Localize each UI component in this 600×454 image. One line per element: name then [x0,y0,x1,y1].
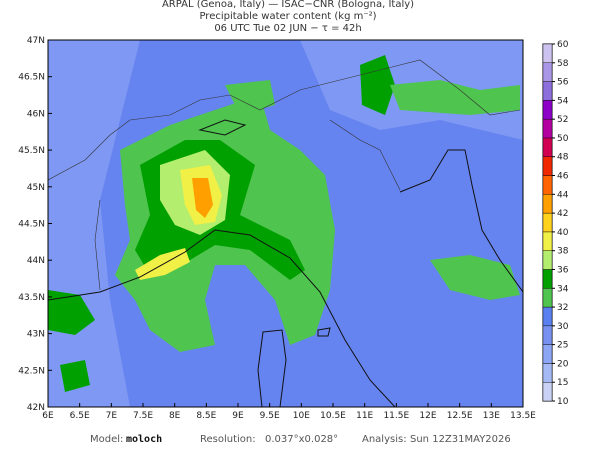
y-tick-label: 46.5N [18,73,45,83]
colorbar-swatch [542,306,553,327]
colorbar-label: 52 [557,115,568,125]
colorbar-label: 44 [557,190,569,200]
y-tick-label: 42N [27,403,45,413]
field [48,40,523,407]
x-tick-label: 9E [232,411,244,421]
colorbar-swatch [542,344,553,364]
x-tick-label: 13.5E [510,411,536,421]
field-area [225,80,275,115]
x-tick-label: 9.5E [260,411,280,421]
colorbar-label: 48 [557,153,569,163]
colorbar-swatch [542,175,553,195]
footer-value: Sun 12Z31MAY2026 [410,434,511,445]
coastline [48,119,523,407]
colorbar-swatch [542,250,553,270]
colorbar-swatch [542,363,553,383]
x-tick-label: 12E [419,411,436,421]
colorbar-label: 54 [557,96,569,106]
y-tick-label: 43N [27,330,45,340]
colorbar-swatch [542,382,553,402]
footer-label: Resolution: [200,434,256,445]
x-tick-label: 8.5E [196,411,216,421]
colorbar-label: 10 [557,397,569,407]
field-area [360,55,395,115]
colorbar-label: 50 [557,134,569,144]
field-area [60,360,90,392]
y-tick-label: 44N [27,256,45,266]
x-tick-label: 7E [106,411,118,421]
colorbar-swatch [542,100,553,120]
colorbar-label: 34 [557,284,569,294]
colorbar-swatch [542,43,553,63]
colorbar-label: 20 [557,359,569,369]
colorbar-label: 30 [557,322,569,332]
x-tick-label: 11E [356,411,373,421]
colorbar-label: 42 [557,209,568,219]
field-area [430,255,520,300]
x-tick-label: 11.5E [383,411,409,421]
y-tick-label: 44.5N [18,220,45,230]
x-tick-label: 8E [169,411,181,421]
footer-value: moloch [126,434,162,445]
colorbar-swatch [542,194,553,214]
y-tick-label: 46N [27,109,45,119]
x-tick-label: 12.5E [447,411,473,421]
colorbar-swatch [542,231,553,251]
colorbar-label: 58 [557,59,569,69]
colorbar-swatch [542,156,553,176]
colorbar-swatch [542,288,553,308]
header-line: ARPAL (Genoa, Italy) — ISAC−CNR (Bologna… [162,0,414,10]
x-tick-label: 13E [483,411,500,421]
colorbar-swatch [542,212,553,233]
border [48,59,521,291]
y-tick-label: 45.5N [18,146,45,156]
x-tick-label: 10.5E [320,411,346,421]
colorbar-swatch [542,325,553,345]
header-line: Precipitable water content (kg m⁻²) [199,11,376,22]
colorbar-label: 25 [557,341,568,351]
field-area [48,290,95,335]
y-tick-label: 47N [27,36,45,46]
colorbar-label: 40 [557,228,569,238]
colorbar-swatch [542,81,553,101]
field-area [192,178,213,218]
colorbar-swatch [542,137,553,157]
colorbar-label: 38 [557,247,569,257]
footer-value: 0.037°x0.028° [265,434,338,445]
y-tick-label: 43.5N [18,293,45,303]
colorbar-label: 32 [557,303,568,313]
colorbar-swatch [542,118,553,139]
colorbar-label: 15 [557,378,568,388]
colorbar-label: 36 [557,265,569,275]
x-tick-label: 6E [42,411,54,421]
x-tick-label: 7.5E [133,411,153,421]
y-tick-label: 45N [27,183,45,193]
colorbar-label: 46 [557,172,569,182]
y-tick-label: 42.5N [18,366,45,376]
colorbar-label: 56 [557,78,569,88]
field-area [390,80,520,115]
colorbar-label: 60 [557,40,569,50]
footer-label: Model: [90,434,123,445]
x-tick-label: 10E [293,411,310,421]
colorbar-swatch [542,62,553,82]
x-tick-label: 6.5E [70,411,90,421]
footer-label: Analysis: [362,434,407,445]
header-line: 06 UTC Tue 02 JUN − τ = 42h [214,23,361,34]
colorbar-swatch [542,269,553,289]
